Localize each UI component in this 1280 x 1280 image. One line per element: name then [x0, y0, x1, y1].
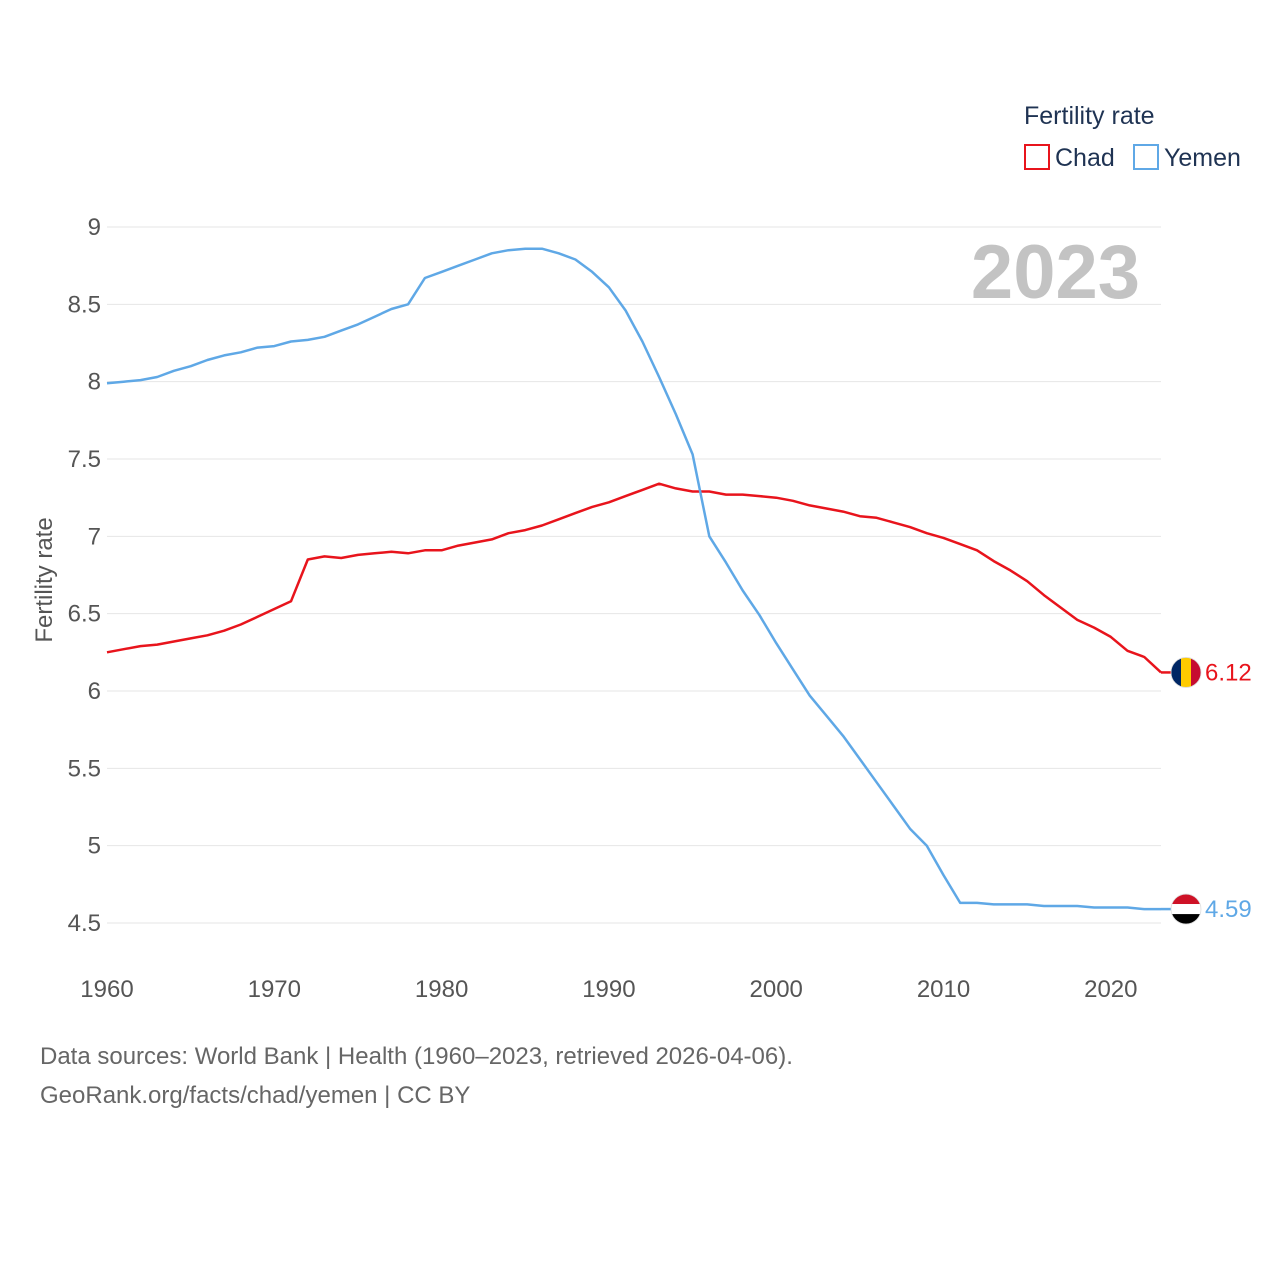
legend: Fertility rate Chad Yemen [1024, 102, 1241, 172]
y-tick-label: 8.5 [68, 291, 101, 318]
x-tick-label: 1960 [80, 976, 133, 1003]
legend-label-chad: Chad [1055, 144, 1115, 172]
chad-flag-icon [1171, 657, 1201, 688]
yemen-flag-icon [1171, 894, 1201, 925]
series-line-chad [106, 482, 1162, 674]
end-value-chad: 6.12 [1205, 659, 1252, 686]
y-axis-ticks: 4.5 5 5.5 6 6.5 7 7.5 8 8.5 9 [68, 214, 101, 937]
flag-outline [1170, 657, 1202, 688]
y-tick-label: 6.5 [68, 601, 101, 628]
flag-outline [1170, 893, 1202, 925]
y-tick-label: 4.5 [68, 910, 101, 937]
x-tick-label: 1990 [582, 976, 635, 1003]
x-axis-ticks: 1960 1970 1980 1990 2000 2010 2020 [80, 976, 1137, 1003]
y-tick-label: 7.5 [68, 446, 101, 473]
legend-swatch-chad [1024, 144, 1050, 170]
y-tick-label: 7 [88, 523, 101, 550]
series-lines [106, 247, 1162, 911]
end-value-yemen: 4.59 [1205, 896, 1252, 923]
gridlines [107, 226, 1161, 924]
footer-sources: Data sources: World Bank | Health (1960–… [40, 1043, 793, 1070]
year-label: 2023 [971, 230, 1140, 315]
legend-label-yemen: Yemen [1164, 144, 1241, 172]
legend-swatch-yemen [1133, 144, 1159, 170]
legend-title: Fertility rate [1024, 102, 1155, 130]
y-axis-label: Fertility rate [31, 517, 58, 642]
y-tick-label: 5 [88, 833, 101, 860]
x-tick-label: 1970 [248, 976, 301, 1003]
x-tick-label: 2020 [1084, 976, 1137, 1003]
y-tick-label: 8 [88, 369, 101, 396]
x-tick-label: 2000 [750, 976, 803, 1003]
x-tick-label: 1980 [415, 976, 468, 1003]
y-tick-label: 5.5 [68, 755, 101, 782]
chart: 4.5 5 5.5 6 6.5 7 7.5 8 8.5 9 1960 1970 1980 1990 200… [31, 102, 1252, 1003]
series-line-yemen [106, 247, 1161, 911]
y-tick-label: 6 [88, 678, 101, 705]
footer-credit: GeoRank.org/facts/chad/yemen | CC BY [40, 1082, 471, 1109]
x-tick-label: 2010 [917, 976, 970, 1003]
end-labels: 6.12 4.59 [1161, 657, 1252, 925]
y-tick-label: 9 [88, 214, 101, 241]
